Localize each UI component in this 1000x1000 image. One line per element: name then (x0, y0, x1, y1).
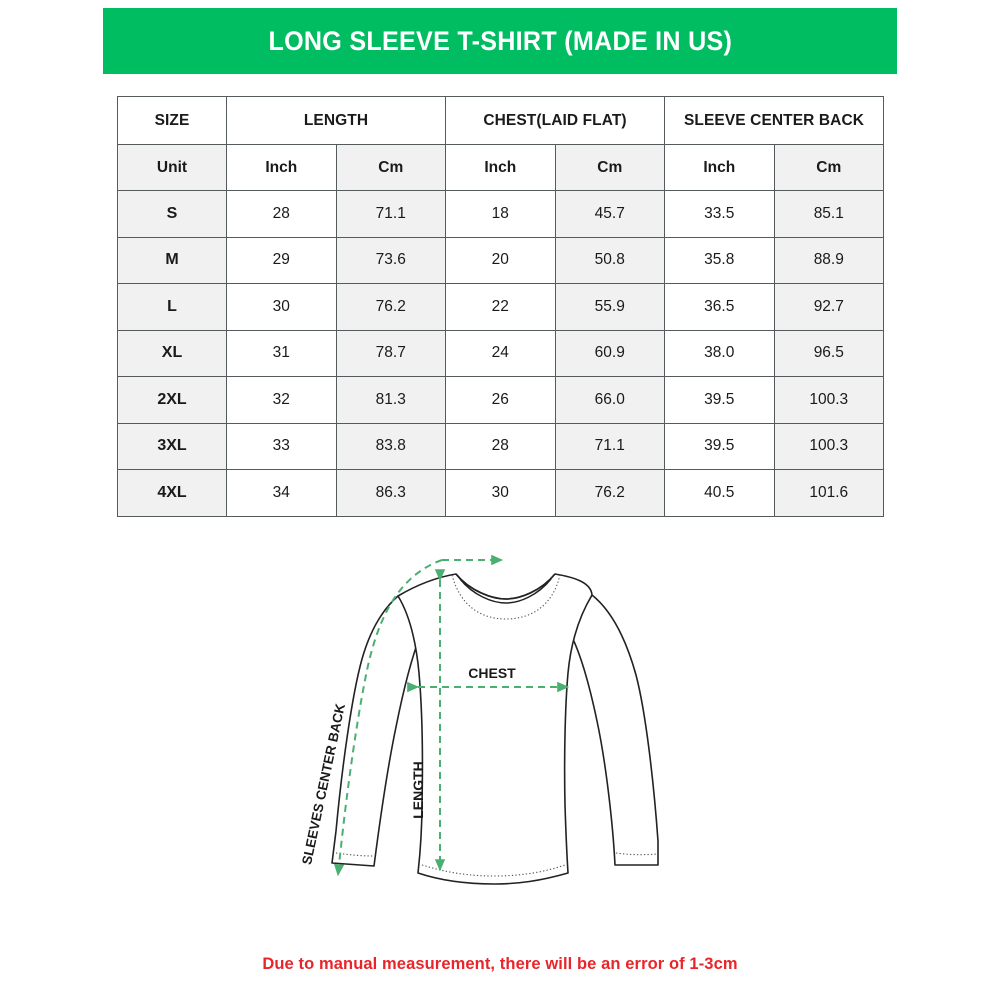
cell-chest-inch: 20 (445, 236, 556, 284)
cell-length-inch: 28 (226, 190, 337, 238)
unit-length-cm: Cm (335, 144, 447, 191)
table-unit-header-row: Unit Inch Cm Inch Cm Inch Cm (117, 144, 885, 191)
cell-sleeve-cm: 101.6 (773, 469, 885, 517)
column-group-length: LENGTH (225, 96, 447, 145)
collar-outline (455, 573, 556, 600)
sleeve-center-back-guide-line (333, 559, 443, 877)
column-group-sleeve: SLEEVE CENTER BACK (664, 96, 885, 145)
cell-sleeve-inch: 36.5 (664, 283, 775, 331)
cell-chest-inch: 28 (445, 422, 556, 470)
collar-rib-line (459, 578, 552, 604)
table-group-header-row: SIZE LENGTH CHEST(LAID FLAT) SLEEVE CENT… (117, 96, 885, 145)
column-group-size: SIZE (117, 96, 227, 145)
cell-length-cm: 76.2 (335, 283, 447, 331)
table-row: M 29 73.6 20 50.8 35.8 88.9 (117, 236, 885, 284)
cell-sleeve-inch: 38.0 (664, 329, 775, 377)
header-banner: LONG SLEEVE T-SHIRT (MADE IN US) (103, 8, 897, 74)
table-row: XL 31 78.7 24 60.9 38.0 96.5 (117, 329, 885, 377)
table-body: S 28 71.1 18 45.7 33.5 85.1 M 29 73.6 20… (117, 190, 885, 517)
cell-length-inch: 29 (226, 236, 337, 284)
cell-size: L (117, 283, 227, 331)
table-row: S 28 71.1 18 45.7 33.5 85.1 (117, 190, 885, 238)
cell-length-inch: 34 (226, 469, 337, 517)
unit-sleeve-inch: Inch (664, 144, 775, 191)
cell-chest-cm: 66.0 (554, 376, 666, 424)
cell-sleeve-inch: 35.8 (664, 236, 775, 284)
cell-sleeve-inch: 33.5 (664, 190, 775, 238)
table-row: 3XL 33 83.8 28 71.1 39.5 100.3 (117, 422, 885, 470)
cell-sleeve-cm: 100.3 (773, 422, 885, 470)
unit-chest-cm: Cm (554, 144, 666, 191)
left-cuff-stitch-line (335, 852, 375, 857)
table-row: 2XL 32 81.3 26 66.0 39.5 100.3 (117, 376, 885, 424)
cell-length-inch: 33 (226, 422, 337, 470)
table-row: 4XL 34 86.3 30 76.2 40.5 101.6 (117, 469, 885, 517)
cell-chest-cm: 76.2 (554, 469, 666, 517)
table-row: L 30 76.2 22 55.9 36.5 92.7 (117, 283, 885, 331)
cell-chest-inch: 22 (445, 283, 556, 331)
cell-chest-inch: 30 (445, 469, 556, 517)
cell-length-cm: 86.3 (335, 469, 447, 517)
cell-size: M (117, 236, 227, 284)
cell-sleeve-cm: 96.5 (773, 329, 885, 377)
tshirt-measurement-diagram: CHEST LENGTH SLEEVES CENTER BACK (270, 535, 740, 925)
cell-chest-inch: 24 (445, 329, 556, 377)
cell-length-inch: 32 (226, 376, 337, 424)
hem-stitch-line (421, 864, 566, 877)
cell-size: XL (117, 329, 227, 377)
cell-size: 3XL (117, 422, 227, 470)
cell-sleeve-inch: 39.5 (664, 376, 775, 424)
cell-size: 4XL (117, 469, 227, 517)
cell-length-inch: 31 (226, 329, 337, 377)
cell-length-cm: 78.7 (335, 329, 447, 377)
size-chart-table: SIZE LENGTH CHEST(LAID FLAT) SLEEVE CENT… (117, 96, 885, 517)
cell-sleeve-inch: 40.5 (664, 469, 775, 517)
cell-size: S (117, 190, 227, 238)
page-title: LONG SLEEVE T-SHIRT (MADE IN US) (268, 25, 732, 56)
collar-stitch-line (451, 574, 561, 620)
cell-length-cm: 71.1 (335, 190, 447, 238)
tshirt-outline (331, 573, 659, 885)
measurement-disclaimer: Due to manual measurement, there will be… (262, 955, 738, 973)
cell-size: 2XL (117, 376, 227, 424)
cell-sleeve-cm: 92.7 (773, 283, 885, 331)
cell-length-cm: 73.6 (335, 236, 447, 284)
cell-chest-cm: 50.8 (554, 236, 666, 284)
unit-label-cell: Unit (117, 144, 227, 191)
unit-length-inch: Inch (226, 144, 337, 191)
unit-sleeve-cm: Cm (773, 144, 885, 191)
cell-length-inch: 30 (226, 283, 337, 331)
cell-length-cm: 81.3 (335, 376, 447, 424)
right-cuff-stitch-line (615, 852, 658, 856)
cell-chest-cm: 45.7 (554, 190, 666, 238)
cell-sleeve-cm: 85.1 (773, 190, 885, 238)
cell-chest-cm: 55.9 (554, 283, 666, 331)
cell-chest-cm: 60.9 (554, 329, 666, 377)
cell-chest-cm: 71.1 (554, 422, 666, 470)
cell-chest-inch: 18 (445, 190, 556, 238)
size-chart-table-container: SIZE LENGTH CHEST(LAID FLAT) SLEEVE CENT… (117, 96, 885, 517)
chest-label: CHEST (468, 665, 516, 681)
column-group-chest: CHEST(LAID FLAT) (445, 96, 666, 145)
length-label: LENGTH (410, 761, 426, 819)
cell-sleeve-cm: 88.9 (773, 236, 885, 284)
cell-chest-inch: 26 (445, 376, 556, 424)
cell-length-cm: 83.8 (335, 422, 447, 470)
cell-sleeve-cm: 100.3 (773, 376, 885, 424)
unit-chest-inch: Inch (445, 144, 556, 191)
cell-sleeve-inch: 39.5 (664, 422, 775, 470)
